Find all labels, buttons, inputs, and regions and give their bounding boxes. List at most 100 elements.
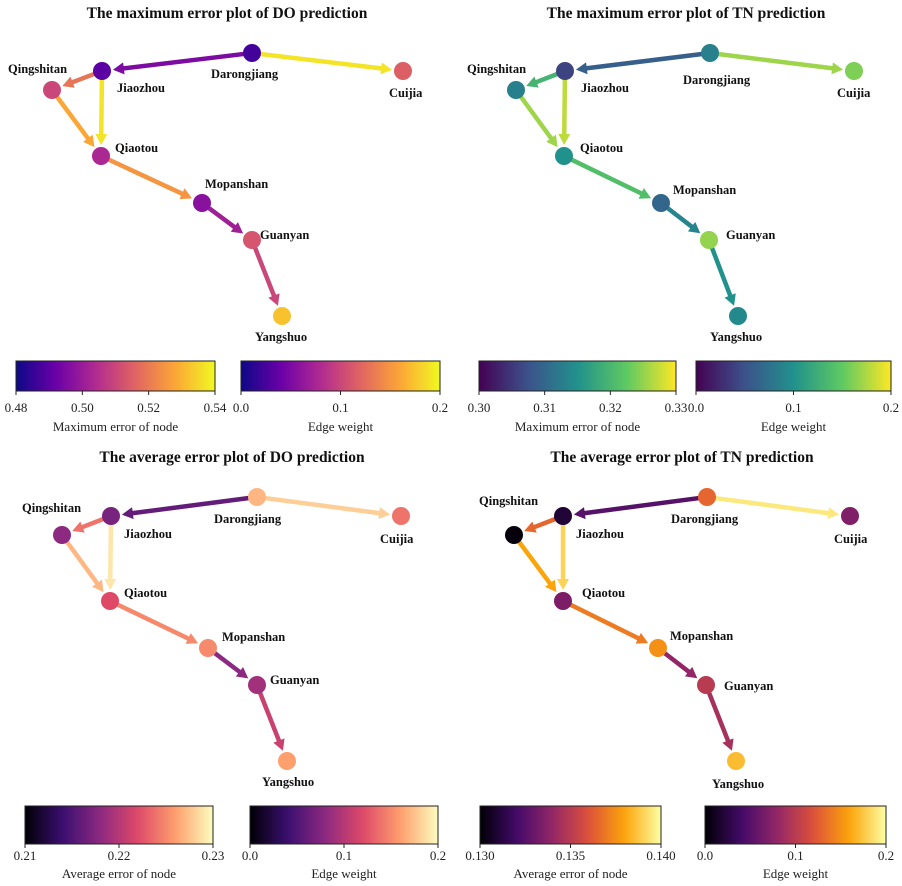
edge-jiaozhou-to-qingshitan [72,517,105,533]
node-label-darongjiang: Darongjiang [671,512,739,526]
edge-qingshitan-to-qiaotou [55,94,95,148]
node-label-guanyan: Guanyan [260,228,309,242]
colorbar-tick-label: 0.2 [432,400,448,415]
edge-colorbar-gradient [695,360,892,392]
chart-title: The average error plot of DO prediction [99,449,365,466]
colorbar-tick-label: 0.54 [204,400,227,415]
node-label-qingshitan: Qingshitan [22,501,81,515]
node-darongjiang [243,44,261,62]
edge-darongjiang-to-jiaozhou [112,51,246,75]
node-cuijia [392,507,410,525]
colorbar-tick-label: 0.48 [5,400,28,415]
edge-qiaotou-to-mopanshan [106,157,193,200]
edge-jiaozhou-to-qingshitan [62,71,96,88]
colorbar-tick-label: 0.30 [468,400,491,415]
node-label-qingshitan: Qingshitan [479,494,538,508]
node-label-mopanshan: Mopanshan [670,629,733,643]
edge-darongjiang-to-cuijia [258,51,393,75]
node-guanyan [248,676,266,694]
node-mopanshan [649,639,667,657]
node-cuijia [845,62,863,80]
edge-colorbar-gradient [704,805,887,845]
node-label-qiaotou: Qiaotou [115,141,158,155]
node-darongjiang [698,488,716,506]
node-colorbar-gradient [478,360,677,392]
node-label-qiaotou: Qiaotou [582,586,625,600]
chart-panel-1: The maximum error plot of DO prediction D… [5,5,449,434]
node-qingshitan [507,81,525,99]
colorbar-tick-label: 0.23 [202,848,225,863]
node-label-jiaozhou: Jiaozhou [576,527,624,541]
colorbar-tick-label: 0.50 [71,400,94,415]
colorbar-tick-label: 0.2 [878,848,894,863]
edge-colorbar: 0.0 0.1 0.2 Edge weight [697,805,894,881]
node-label-qingshitan: Qingshitan [467,62,526,76]
node-jiaozhou [556,62,574,80]
node-label-darongjiang: Darongjiang [683,73,751,87]
edge-darongjiang-to-cuijia [713,495,840,520]
chart-panel-4: The average error plot of TN prediction D… [465,449,894,881]
edge-colorbar-gradient [240,360,441,392]
node-label-cuijia: Cuijia [837,86,871,100]
node-label-guanyan: Guanyan [724,679,773,693]
edge-jiaozhou-to-qiaotou [557,522,569,590]
node-qiaotou [92,147,110,165]
colorbar-tick-label: 0.1 [785,400,801,415]
edge-mopanshan-to-guanyan [206,206,244,234]
edge-qiaotou-to-mopanshan [115,602,199,644]
edge-guanyan-to-yangshuo [253,246,280,306]
edge-qiaotou-to-mopanshan [569,157,652,199]
node-label-darongjiang: Darongjiang [211,67,279,81]
node-label-cuijia: Cuijia [834,532,868,546]
node-mopanshan [652,194,670,212]
edge-qiaotou-to-mopanshan [568,602,649,644]
chart-title: The maximum error plot of TN prediction [547,5,826,22]
node-jiaozhou [554,507,572,525]
node-qiaotou [101,592,119,610]
node-yangshuo [727,752,745,770]
colorbar-tick-label: 0.0 [242,848,258,863]
edge-colorbar: 0.0 0.1 0.2 Edge weight [242,805,446,881]
node-cuijia [394,62,412,80]
edge-jiaozhou-to-qiaotou [104,522,117,591]
node-guanyan [243,231,261,249]
edge-mopanshan-to-guanyan [665,206,701,234]
edge-jiaozhou-to-qingshitan [526,72,559,88]
edge-colorbar-label: Edge weight [308,419,374,434]
node-yangshuo [273,307,291,325]
colorbar-tick-label: 0.1 [787,848,803,863]
colorbar-tick-label: 0.31 [533,400,556,415]
colorbar-tick-label: 0.2 [883,400,899,415]
node-label-jiaozhou: Jiaozhou [117,81,165,95]
edge-colorbar-label: Edge weight [761,419,827,434]
node-label-qiaotou: Qiaotou [124,586,167,600]
edge-qingshitan-to-qiaotou [517,539,557,593]
node-guanyan [700,231,718,249]
edge-guanyan-to-yangshuo [707,691,734,751]
edge-jiaozhou-to-qingshitan [524,517,557,533]
node-label-guanyan: Guanyan [270,673,319,687]
colorbar-tick-label: 0.33 [665,400,688,415]
colorbar-tick-label: 0.1 [332,400,348,415]
node-jiaozhou [93,62,111,80]
node-label-guanyan: Guanyan [726,228,775,242]
edge-colorbar: 0.0 0.1 0.2 Edge weight [688,360,899,434]
edge-darongjiang-to-jiaozhou [121,495,251,520]
edge-colorbar-gradient [249,805,439,845]
node-label-yangshuo: Yangshuo [255,330,307,344]
edge-darongjiang-to-cuijia [263,495,391,520]
chart-panel-2: The maximum error plot of TN prediction D… [467,5,899,434]
node-mopanshan [199,639,217,657]
chart-title: The average error plot of TN prediction [550,449,814,466]
node-colorbar-gradient [479,805,662,845]
node-colorbar: 0.30 0.31 0.32 0.33 Maximum error of node [468,360,688,434]
colorbar-tick-label: 0.22 [108,848,131,863]
node-label-mopanshan: Mopanshan [673,183,736,197]
edge-mopanshan-to-guanyan [212,651,249,679]
edge-darongjiang-to-jiaozhou [575,51,704,75]
node-colorbar: 0.130 0.135 0.140 Average error of node [465,805,676,881]
colorbar-tick-label: 0.135 [556,848,585,863]
colorbar-tick-label: 0.21 [14,848,37,863]
node-mopanshan [193,194,211,212]
edge-guanyan-to-yangshuo [709,246,736,306]
